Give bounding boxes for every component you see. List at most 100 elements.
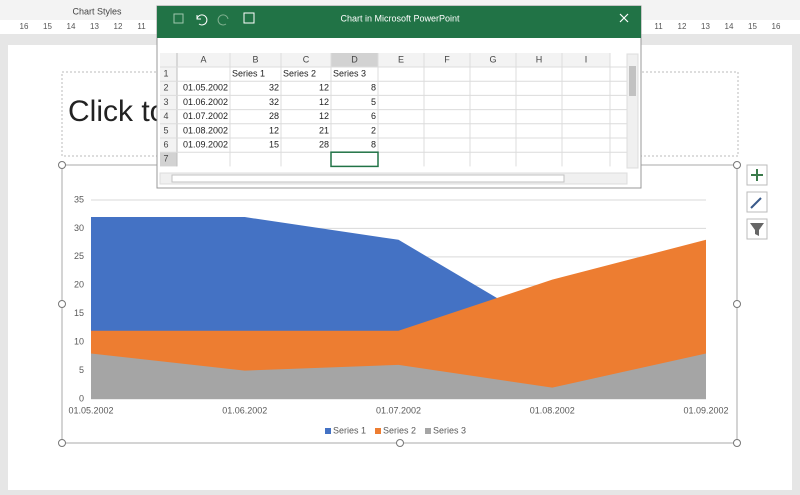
column-header: E xyxy=(398,54,404,64)
redo-button[interactable] xyxy=(217,14,229,26)
cell[interactable]: 8 xyxy=(371,139,376,149)
resize-handle[interactable] xyxy=(58,300,66,308)
legend-swatch xyxy=(325,428,331,434)
cell[interactable]: 01.08.2002 xyxy=(183,125,228,135)
column-header: A xyxy=(200,54,206,64)
row-header: 5 xyxy=(163,125,168,135)
y-tick-label: 10 xyxy=(74,337,84,347)
ruler-number: 13 xyxy=(90,22,99,31)
y-tick-label: 15 xyxy=(74,308,84,318)
x-tick-label: 01.09.2002 xyxy=(683,405,728,415)
ruler-number: 14 xyxy=(725,22,734,31)
cell[interactable]: 21 xyxy=(319,125,329,135)
cell[interactable]: 15 xyxy=(269,139,279,149)
cell[interactable]: 01.06.2002 xyxy=(183,97,228,107)
row-header: 2 xyxy=(163,83,168,93)
area[interactable] xyxy=(91,353,706,399)
row-header: 3 xyxy=(163,97,168,107)
resize-handle[interactable] xyxy=(58,161,66,169)
cell[interactable]: 12 xyxy=(319,83,329,93)
horizontal-scroll-thumb[interactable] xyxy=(171,174,565,183)
row-header: 6 xyxy=(163,139,168,149)
brush-icon xyxy=(750,197,762,209)
resize-handle[interactable] xyxy=(396,439,404,447)
row-header: 7 xyxy=(163,154,168,164)
resize-handle[interactable] xyxy=(733,300,741,308)
cell[interactable]: Series 2 xyxy=(283,68,316,78)
y-tick-label: 30 xyxy=(74,223,84,233)
cell[interactable]: 12 xyxy=(319,97,329,107)
cell[interactable]: 01.09.2002 xyxy=(183,139,228,149)
cell[interactable]: 01.05.2002 xyxy=(183,83,228,93)
chart-buttons xyxy=(746,164,768,240)
y-tick-label: 0 xyxy=(79,393,84,403)
row-header-bar xyxy=(160,67,177,167)
resize-handle[interactable] xyxy=(733,161,741,169)
column-header: C xyxy=(303,54,310,64)
column-header: F xyxy=(444,54,450,64)
column-header: G xyxy=(489,54,496,64)
cell[interactable]: 5 xyxy=(371,97,376,107)
vertical-scroll-thumb[interactable] xyxy=(629,66,636,96)
cell[interactable]: 28 xyxy=(319,139,329,149)
row-header: 4 xyxy=(163,111,168,121)
column-header-bar xyxy=(160,53,610,67)
cell[interactable]: 12 xyxy=(269,125,279,135)
x-tick-label: 01.08.2002 xyxy=(530,405,575,415)
ribbon-group-label: Chart Styles xyxy=(72,6,122,16)
edit-in-excel-button[interactable] xyxy=(243,12,255,24)
cell[interactable]: 01.07.2002 xyxy=(183,111,228,121)
active-row-header xyxy=(160,152,177,167)
x-tick-label: 01.06.2002 xyxy=(222,405,267,415)
ruler-number: 15 xyxy=(43,22,52,31)
undo-button[interactable] xyxy=(196,14,208,26)
cell[interactable]: 28 xyxy=(269,111,279,121)
cell[interactable]: 6 xyxy=(371,111,376,121)
column-header: H xyxy=(536,54,543,64)
chart: 0 5 10 15 20 25 30 35 01.05.2002 01.06.2002 01.07.… xyxy=(68,194,728,435)
window-title-bar xyxy=(157,6,641,38)
y-tick-label: 5 xyxy=(79,365,84,375)
ruler-number: 11 xyxy=(654,22,663,31)
cell[interactable]: 2 xyxy=(371,125,376,135)
row-header: 1 xyxy=(163,68,168,78)
x-tick-label: 01.07.2002 xyxy=(376,405,421,415)
ruler-number: 11 xyxy=(137,22,146,31)
selected-cell[interactable] xyxy=(330,151,379,168)
cell[interactable]: 32 xyxy=(269,83,279,93)
area[interactable] xyxy=(91,239,706,399)
legend-label: Series 2 xyxy=(383,425,416,435)
ruler-number: 14 xyxy=(67,22,76,31)
vertical-scrollbar[interactable] xyxy=(626,53,639,169)
cell[interactable]: Series 1 xyxy=(232,68,265,78)
y-tick-label: 20 xyxy=(74,280,84,290)
sheet-window: Chart in Microsoft PowerPoint A B C D E F G H I 1… xyxy=(156,5,642,189)
filter-icon xyxy=(750,223,764,236)
y-tick-label: 25 xyxy=(74,251,84,261)
ruler-number: 12 xyxy=(114,22,123,31)
x-tick-label: 01.05.2002 xyxy=(68,405,113,415)
save-button[interactable] xyxy=(173,13,184,24)
legend-swatch xyxy=(425,428,431,434)
column-header: B xyxy=(252,54,258,64)
plus-icon xyxy=(751,169,763,181)
ruler-number: 16 xyxy=(772,22,781,31)
resize-handle[interactable] xyxy=(58,439,66,447)
ruler-number: 15 xyxy=(748,22,757,31)
legend-swatch xyxy=(375,428,381,434)
cell[interactable]: Series 3 xyxy=(333,68,366,78)
window-title: Chart in Microsoft PowerPoint xyxy=(340,13,460,23)
cell[interactable]: 8 xyxy=(371,83,376,93)
active-column-header xyxy=(331,53,378,67)
cell[interactable]: 32 xyxy=(269,97,279,107)
cell[interactable]: 12 xyxy=(319,111,329,121)
y-tick-label: 35 xyxy=(74,194,84,204)
ruler-number: 12 xyxy=(678,22,687,31)
column-header: D xyxy=(351,54,358,64)
ruler-number: 16 xyxy=(20,22,29,31)
legend-label: Series 1 xyxy=(333,425,366,435)
close-button[interactable] xyxy=(619,13,629,23)
resize-handle[interactable] xyxy=(733,439,741,447)
